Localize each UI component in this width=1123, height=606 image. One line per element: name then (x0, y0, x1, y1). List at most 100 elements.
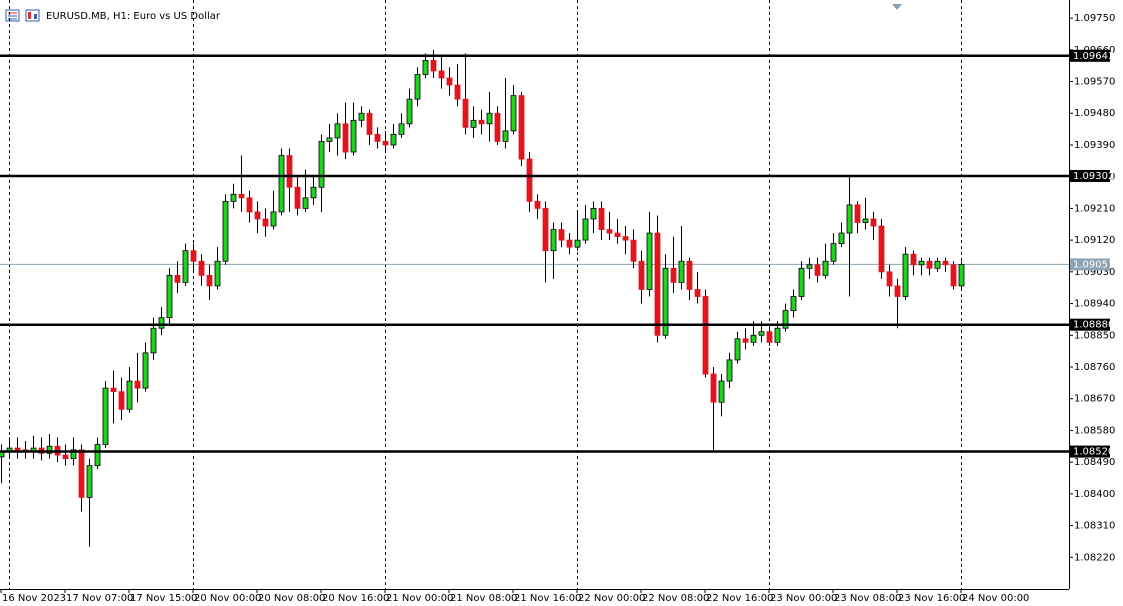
candle-body (126, 380, 133, 410)
candle-body (134, 380, 141, 389)
candle-body (718, 380, 725, 403)
y-tick-label: 1.08760 (1074, 362, 1115, 373)
candle-body (702, 296, 709, 375)
x-tick-label: 23 Nov 16:00 (898, 593, 965, 604)
candle-body (590, 207, 597, 220)
candle-body (574, 239, 581, 248)
x-tick-label: 20 Nov 00:00 (194, 593, 261, 604)
candle-body (558, 229, 565, 241)
candle-body (430, 59, 437, 72)
candle-body (630, 239, 637, 262)
x-tick-label: 21 Nov 16:00 (514, 593, 581, 604)
candle-body (654, 232, 661, 336)
chart-title: EURUSD.MB, H1: Euro vs US Dollar (46, 11, 221, 22)
candle-body (382, 141, 389, 146)
candle-body (902, 253, 909, 297)
y-tick-label: 1.09030 (1074, 267, 1115, 278)
candle-body (150, 327, 157, 354)
candle-body (758, 331, 765, 336)
candle-body (238, 193, 245, 199)
candle-body (286, 155, 293, 188)
candle-body (582, 218, 589, 241)
y-tick-label: 1.09120 (1074, 235, 1115, 246)
candle-body (358, 112, 365, 121)
level-label: 1.09643 (1073, 51, 1114, 62)
candle-body (478, 119, 485, 125)
candle-body (862, 218, 869, 223)
candle-body (334, 123, 341, 139)
candle-body (750, 334, 757, 343)
candle-body (550, 229, 557, 252)
candle-body (62, 454, 69, 460)
level-label-box (1070, 445, 1110, 458)
candle-body (694, 289, 701, 297)
y-tick-label: 1.08670 (1074, 394, 1115, 405)
y-tick-label: 1.09210 (1074, 203, 1115, 214)
candle-body (366, 112, 373, 135)
candle-body (910, 253, 917, 266)
candle-body (662, 267, 669, 336)
candle-body (646, 232, 653, 290)
y-tick-label: 1.08490 (1074, 457, 1115, 468)
x-tick-label: 21 Nov 08:00 (450, 593, 517, 604)
candle-body (302, 197, 309, 209)
level-label: 1.08880 (1073, 320, 1114, 331)
candle-body (854, 204, 861, 223)
candle-body (542, 207, 549, 252)
candle-body (166, 274, 173, 319)
candle-body (110, 387, 117, 393)
candle-body (326, 137, 333, 142)
candle-body (470, 119, 477, 128)
icon-bar (28, 12, 31, 19)
candle-body (878, 225, 885, 273)
candle-body (622, 236, 629, 241)
candle-body (726, 359, 733, 382)
candle-body (774, 327, 781, 343)
last-price-box (1070, 258, 1110, 271)
candle-body (734, 338, 741, 361)
candle-body (294, 186, 301, 209)
x-tick-label: 16 Nov 2023 (2, 593, 66, 604)
candle-body (766, 331, 773, 343)
candle-body (94, 444, 101, 467)
y-tick-label: 1.09390 (1074, 140, 1115, 151)
candle-body (254, 211, 261, 220)
level-label-box (1070, 169, 1110, 182)
y-tick-label: 1.08220 (1074, 552, 1115, 563)
candle-body (950, 264, 957, 287)
candle-body (246, 197, 253, 213)
candle-body (798, 267, 805, 297)
candle-body (206, 274, 213, 287)
level-label-box (1070, 318, 1110, 331)
candle-body (230, 193, 237, 202)
candle-body (782, 310, 789, 329)
candle-body (678, 260, 685, 283)
candle-body (814, 264, 821, 276)
candle-body (446, 77, 453, 86)
icon-bar (34, 14, 37, 19)
candle-body (262, 218, 269, 227)
candle-body (198, 260, 205, 276)
y-tick-label: 1.09480 (1074, 108, 1115, 119)
candle-body (670, 267, 677, 283)
candle-body (742, 338, 749, 343)
header-icons (5, 9, 40, 22)
x-tick-label: 23 Nov 00:00 (770, 593, 837, 604)
candle-body (278, 155, 285, 213)
candle-body (822, 260, 829, 276)
y-tick-label: 1.08850 (1074, 330, 1115, 341)
candle-body (918, 260, 925, 266)
candle-body (454, 84, 461, 100)
y-tick-label: 1.08580 (1074, 425, 1115, 436)
candle-body (390, 133, 397, 146)
candle-body (398, 123, 405, 135)
x-tick-label: 22 Nov 00:00 (578, 593, 645, 604)
candle-body (342, 123, 349, 153)
candle-body (214, 260, 221, 287)
candle-body (406, 98, 413, 125)
candle-body (686, 260, 693, 290)
candle-body (438, 70, 445, 79)
